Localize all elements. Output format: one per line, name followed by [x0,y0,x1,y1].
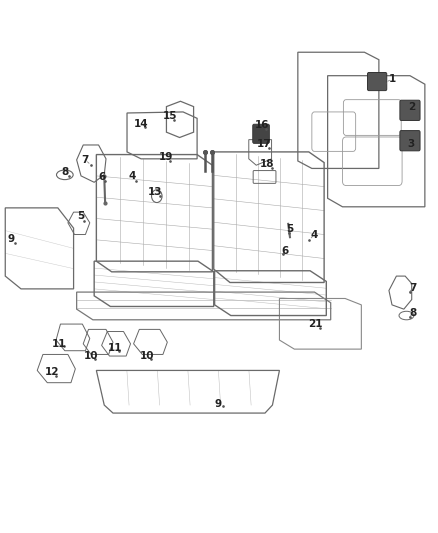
Text: 7: 7 [82,155,89,165]
Text: 5: 5 [78,211,85,221]
Text: 18: 18 [260,159,275,169]
Text: 3: 3 [407,139,414,149]
Text: 4: 4 [311,230,318,239]
Text: 15: 15 [162,111,177,121]
Text: 11: 11 [107,343,122,352]
FancyBboxPatch shape [400,131,420,151]
Text: 8: 8 [61,167,68,176]
Text: 11: 11 [52,339,67,349]
Text: 16: 16 [254,120,269,130]
Text: 10: 10 [84,351,99,361]
Text: 8: 8 [409,309,416,318]
Text: 7: 7 [409,283,416,293]
Text: 10: 10 [139,351,154,361]
Text: 1: 1 [389,74,396,84]
FancyBboxPatch shape [400,100,420,120]
Text: 21: 21 [308,319,323,329]
Text: 6: 6 [281,246,288,255]
Text: 4: 4 [129,171,136,181]
Text: 9: 9 [7,234,14,244]
FancyBboxPatch shape [367,72,387,91]
Text: 19: 19 [159,152,173,162]
Text: 17: 17 [257,139,272,149]
Text: 14: 14 [134,119,148,128]
Text: 9: 9 [215,399,222,409]
Text: 6: 6 [98,172,105,182]
Text: 2: 2 [408,102,415,111]
FancyBboxPatch shape [253,124,269,143]
Text: 5: 5 [286,224,293,234]
Text: 13: 13 [148,187,163,197]
Text: 12: 12 [44,367,59,377]
